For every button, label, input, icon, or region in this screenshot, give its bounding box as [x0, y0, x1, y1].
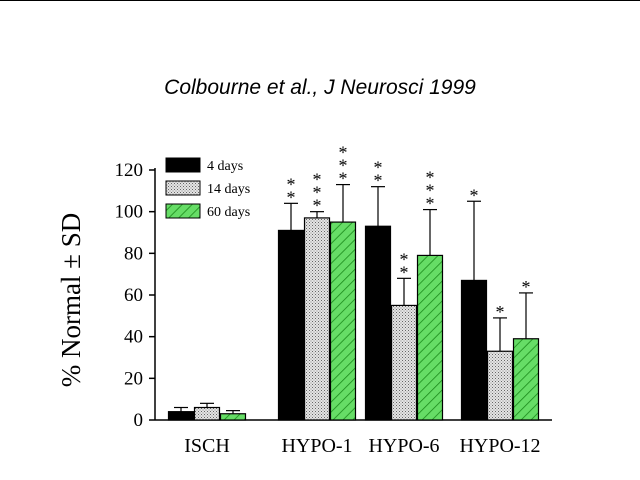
significance-star-hypo-6-60-days-2: * [426, 194, 435, 214]
x-tick-label-hypo-12: HYPO-12 [459, 435, 540, 457]
bars: ISCH********HYPO-1*******HYPO-6***HYPO-1… [167, 143, 541, 457]
legend-label-14-days: 14 days [207, 182, 250, 197]
significance-star-hypo-12-4-days-0: * [470, 185, 479, 205]
top-rule [0, 0, 640, 1]
legend-swatch-4-days [165, 157, 201, 173]
significance-star-hypo-12-60-days-0: * [522, 277, 531, 297]
bar-hypo-1-60-days [329, 221, 357, 421]
y-tick-label-120: 120 [115, 160, 144, 181]
significance-star-hypo-1-14-days-0: * [313, 170, 322, 190]
significance-star-hypo-1-4-days-0: * [287, 174, 296, 194]
bar-hypo-6-14-days [390, 304, 418, 421]
y-tick-label-100: 100 [115, 202, 144, 223]
legend-label-60-days: 60 days [207, 205, 250, 220]
significance-star-hypo-6-14-days-1: * [400, 262, 409, 282]
bar-hypo-1-4-days [277, 229, 305, 421]
x-tick-label-hypo-6: HYPO-6 [368, 435, 439, 457]
citation-caption: Colbourne et al., J Neurosci 1999 [164, 76, 476, 99]
legend-label-4-days: 4 days [207, 159, 243, 174]
significance-star-hypo-1-14-days-2: * [313, 196, 322, 216]
y-tick-label-60: 60 [124, 285, 143, 306]
bar-isch-60-days [219, 413, 247, 421]
bar-hypo-12-14-days [486, 350, 514, 421]
bar-hypo-12-60-days [512, 338, 540, 421]
significance-star-hypo-1-60-days-1: * [339, 156, 348, 176]
bar-isch-14-days [193, 406, 221, 421]
significance-star-hypo-1-14-days-1: * [313, 183, 322, 203]
significance-star-hypo-1-60-days-2: * [339, 169, 348, 189]
y-tick-label-80: 80 [124, 243, 143, 264]
bar-hypo-1-14-days [303, 217, 331, 421]
y-tick-label-40: 40 [124, 327, 143, 348]
bar-hypo-6-60-days [416, 254, 444, 421]
significance-star-hypo-1-60-days-0: * [339, 143, 348, 163]
significance-star-hypo-1-4-days-1: * [287, 187, 296, 207]
significance-star-hypo-6-4-days-1: * [374, 171, 383, 191]
bar-hypo-6-4-days [364, 225, 392, 421]
legend-swatch-14-days [165, 180, 201, 196]
y-tick-label-0: 0 [134, 410, 144, 431]
x-tick-label-hypo-1: HYPO-1 [281, 435, 352, 457]
legend: 4 days 14 days 60 days [165, 157, 250, 220]
significance-star-hypo-6-60-days-1: * [426, 181, 435, 201]
x-tick-label-isch: ISCH [184, 435, 230, 457]
significance-star-hypo-6-60-days-0: * [426, 168, 435, 188]
significance-star-hypo-6-4-days-0: * [374, 158, 383, 178]
bar-isch-4-days [167, 411, 195, 421]
legend-swatch-60-days [165, 203, 201, 219]
y-tick-label-20: 20 [124, 368, 143, 389]
y-axis-label: % Normal ± SD [56, 213, 86, 388]
significance-star-hypo-6-14-days-0: * [400, 249, 409, 269]
bar-hypo-12-4-days [460, 279, 488, 421]
significance-star-hypo-12-14-days-0: * [496, 302, 505, 322]
